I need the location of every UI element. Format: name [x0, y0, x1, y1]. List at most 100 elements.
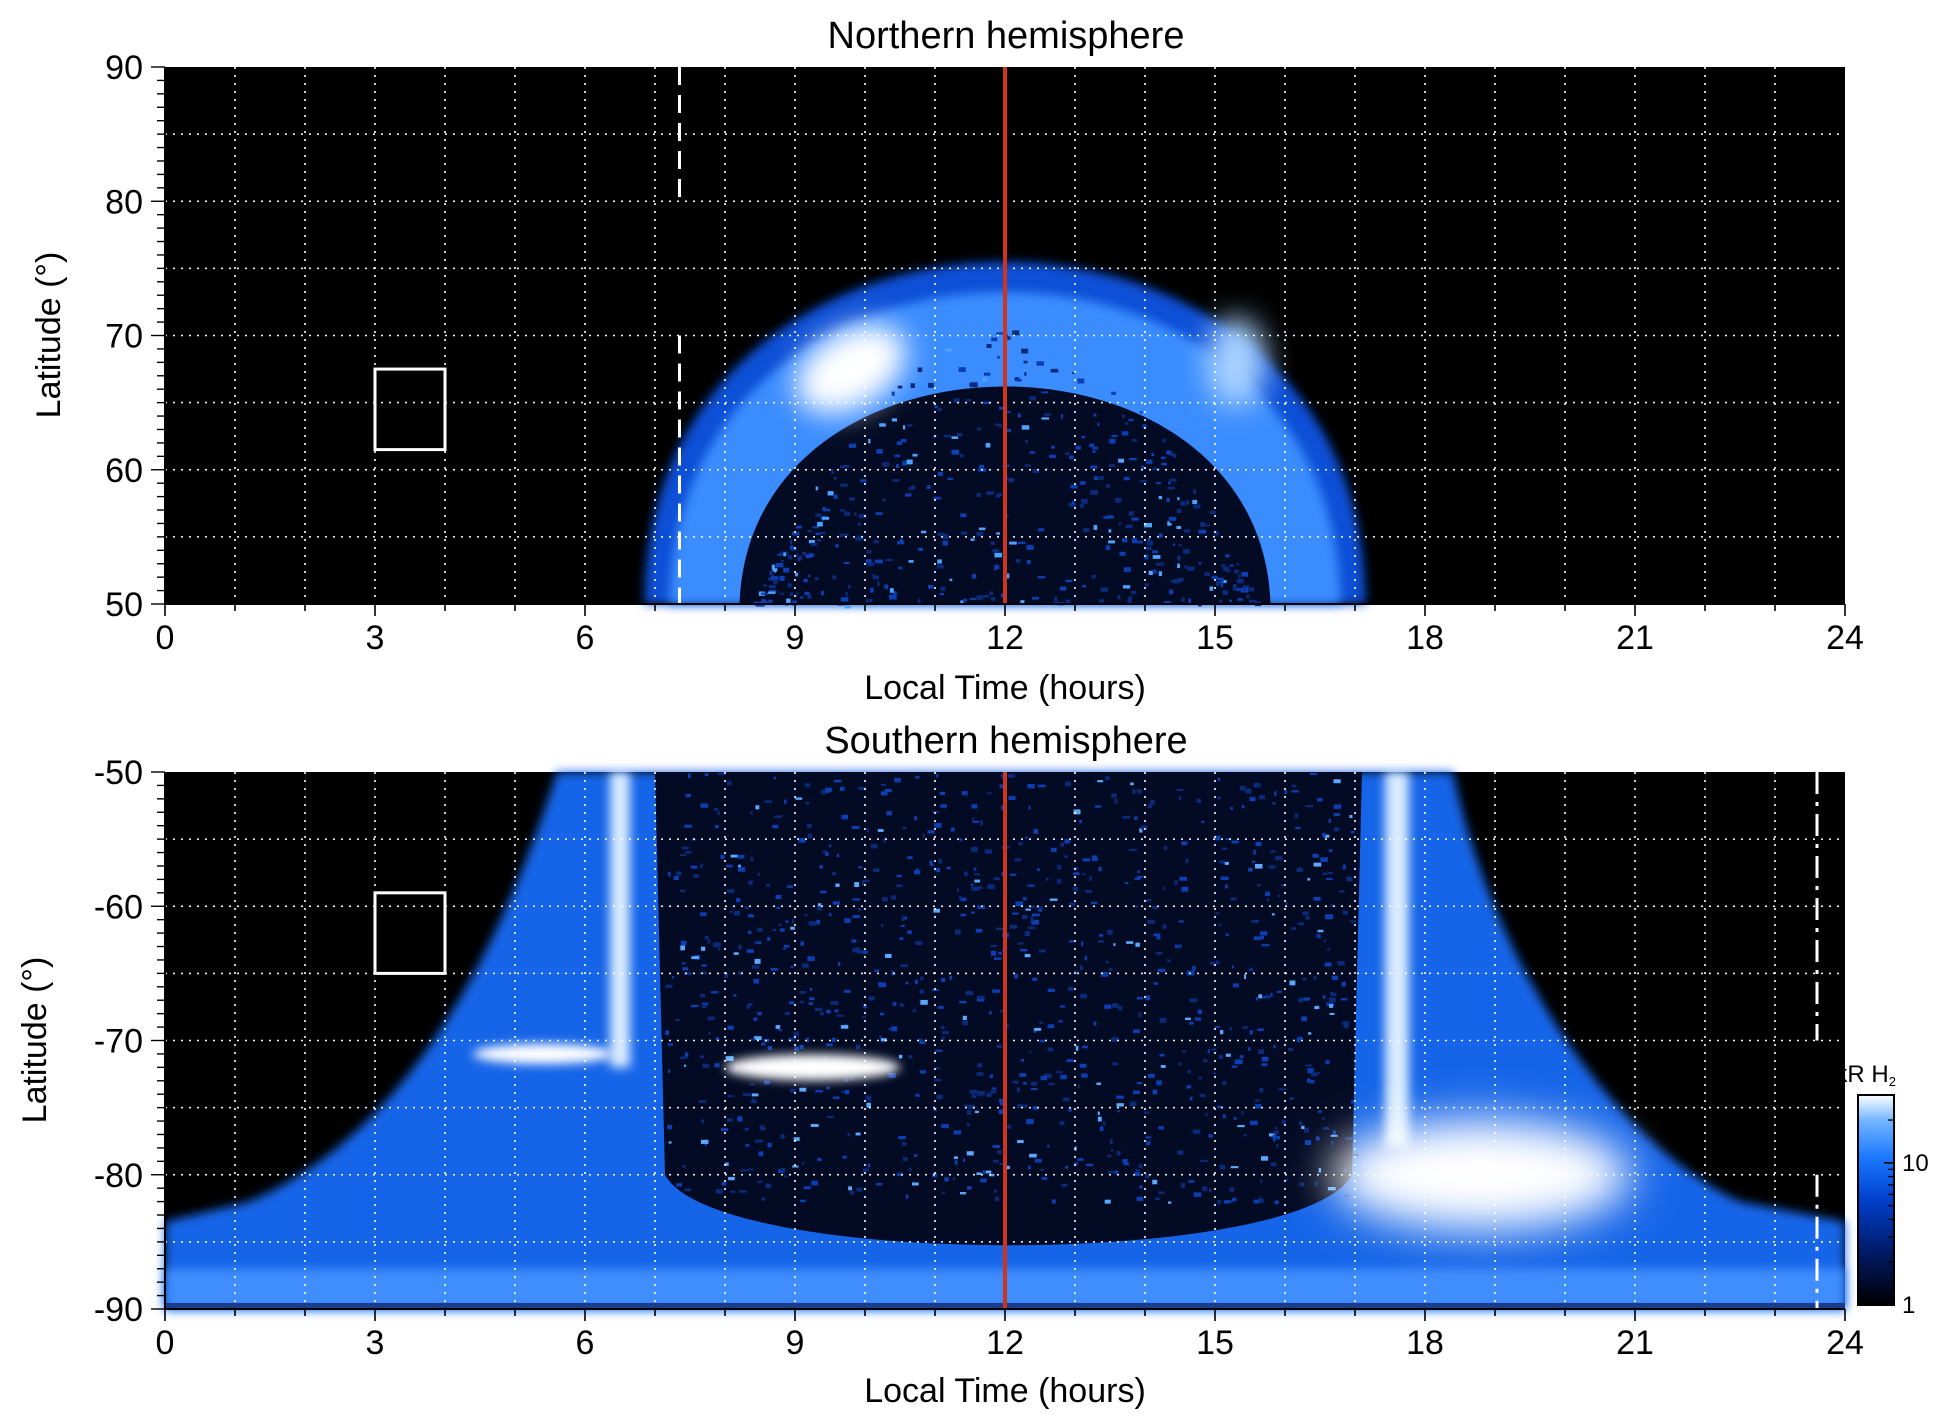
speckle: [1209, 961, 1216, 966]
speckle: [1167, 521, 1170, 526]
speckle: [949, 975, 953, 980]
speckle: [1152, 555, 1161, 559]
speckle: [874, 559, 883, 564]
speckle: [700, 863, 703, 869]
speckle: [992, 1145, 1000, 1149]
speckle: [1330, 904, 1335, 907]
speckle: [1006, 573, 1010, 579]
speckle: [1152, 1179, 1158, 1185]
speckle: [998, 1109, 1004, 1115]
speckle: [710, 991, 719, 994]
speckle: [1144, 899, 1152, 902]
speckle: [1161, 462, 1167, 466]
speckle: [1295, 826, 1301, 829]
speckle: [1270, 850, 1276, 853]
speckle: [866, 562, 875, 567]
speckle: [1296, 1037, 1301, 1043]
speckle: [976, 532, 984, 537]
speckle: [1114, 1170, 1119, 1175]
speckle: [1239, 785, 1246, 791]
speckle: [1340, 998, 1348, 1001]
speckle: [1064, 839, 1071, 844]
speckle: [902, 425, 906, 430]
speckle: [962, 1158, 966, 1162]
speckle: [1091, 575, 1096, 579]
speckle: [1108, 529, 1112, 533]
speckle: [891, 391, 895, 396]
speckle: [970, 846, 978, 852]
speckle: [1168, 481, 1171, 485]
south-box-marker: [373, 891, 447, 975]
speckle: [910, 485, 915, 490]
speckle: [1128, 418, 1134, 422]
speckle: [1020, 600, 1025, 604]
speckle: [897, 1172, 903, 1177]
speckle: [1236, 562, 1240, 566]
speckle: [954, 1160, 958, 1165]
speckle: [1211, 575, 1218, 580]
speckle: [750, 856, 754, 862]
speckle: [1105, 960, 1109, 964]
speckle: [728, 1176, 735, 1181]
speckle: [727, 780, 732, 786]
speckle: [879, 423, 886, 427]
speckle: [1323, 834, 1330, 838]
speckle: [842, 1155, 847, 1159]
speckle: [1326, 877, 1333, 881]
speckle: [888, 1073, 896, 1078]
north-bright-patch: [795, 324, 907, 414]
speckle: [830, 1001, 839, 1005]
speckle: [1152, 905, 1159, 910]
speckle: [1071, 371, 1076, 375]
speckle: [1184, 565, 1187, 569]
speckle: [1220, 876, 1229, 880]
speckle: [992, 549, 1000, 553]
speckle: [961, 791, 968, 796]
speckle: [1162, 438, 1166, 443]
speckle: [937, 408, 942, 412]
speckle: [992, 1087, 997, 1090]
speckle: [877, 829, 884, 832]
speckle: [1204, 572, 1211, 576]
speckle: [993, 877, 1000, 881]
speckle: [1237, 598, 1243, 601]
speckle: [1199, 1094, 1206, 1098]
speckle: [1214, 835, 1221, 841]
speckle: [1153, 569, 1157, 574]
speckle: [1241, 1111, 1244, 1116]
speckle: [1124, 882, 1129, 885]
speckle: [1309, 772, 1318, 775]
speckle: [776, 906, 781, 909]
speckle: [912, 1009, 917, 1013]
speckle: [918, 1038, 923, 1043]
speckle: [1043, 1073, 1052, 1079]
speckle: [1041, 391, 1049, 394]
speckle: [1082, 584, 1087, 588]
speckle: [1099, 476, 1104, 481]
speckle: [1106, 1154, 1112, 1158]
speckle: [747, 1003, 753, 1006]
speckle: [913, 870, 921, 875]
speckle: [680, 1056, 688, 1060]
speckle: [1065, 452, 1070, 456]
speckle: [1169, 478, 1177, 482]
speckle: [1223, 566, 1230, 571]
x-tick-label: 18: [1406, 1324, 1444, 1362]
speckle: [1248, 599, 1257, 603]
speckle: [1108, 463, 1115, 467]
speckle: [1122, 585, 1131, 589]
speckle: [919, 989, 925, 994]
speckle: [1128, 511, 1134, 516]
speckle: [852, 898, 861, 901]
speckle: [1291, 927, 1297, 931]
speckle: [962, 1015, 967, 1021]
speckle: [807, 530, 813, 533]
x-tick-label: 0: [156, 1324, 175, 1362]
speckle: [1225, 554, 1230, 558]
speckle: [700, 1139, 709, 1144]
speckle: [1198, 529, 1207, 534]
speckle: [1057, 864, 1062, 870]
speckle: [1284, 789, 1287, 795]
speckle: [894, 454, 901, 458]
speckle: [1253, 1199, 1260, 1204]
